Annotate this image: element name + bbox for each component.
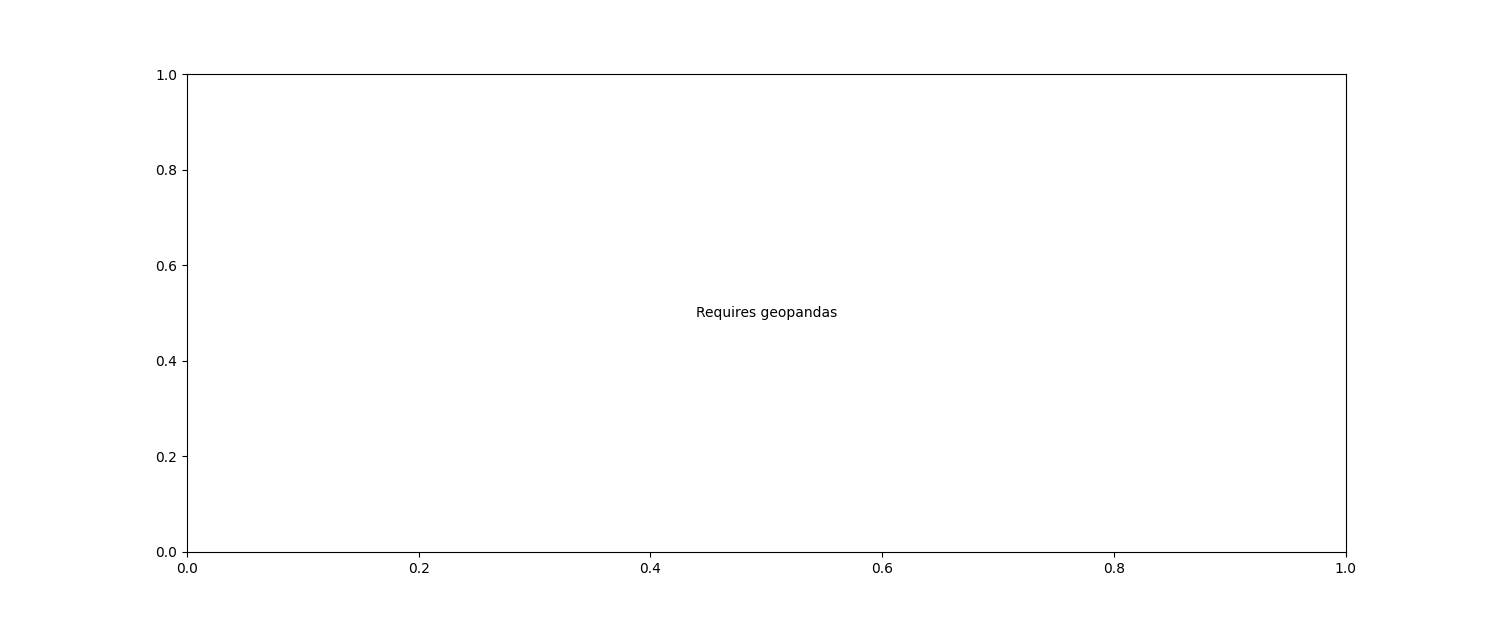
Text: Requires geopandas: Requires geopandas bbox=[695, 306, 837, 320]
